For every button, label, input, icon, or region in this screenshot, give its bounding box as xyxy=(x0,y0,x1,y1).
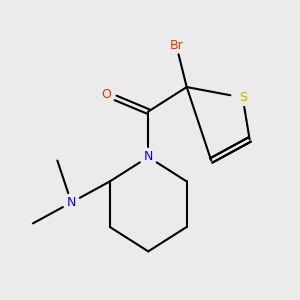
Text: N: N xyxy=(144,151,153,164)
Text: O: O xyxy=(101,88,111,100)
Text: Br: Br xyxy=(169,39,183,52)
Text: N: N xyxy=(67,196,76,209)
Text: S: S xyxy=(239,91,247,104)
